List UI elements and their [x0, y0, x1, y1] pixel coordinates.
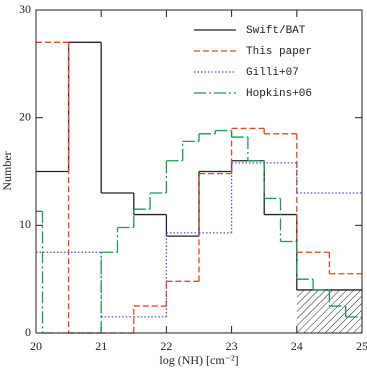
- x-tick-label: 20: [30, 339, 42, 353]
- x-tick-label: 23: [226, 339, 238, 353]
- legend-label: This paper: [246, 46, 312, 58]
- x-tick-label: 22: [160, 339, 172, 353]
- x-tick-label: 21: [95, 339, 107, 353]
- x-tick-label: 24: [291, 339, 303, 353]
- legend-label: Gilli+07: [246, 67, 299, 79]
- y-tick-label: 20: [19, 109, 31, 123]
- y-tick-label: 10: [19, 217, 31, 231]
- plot-frame: [35, 9, 363, 334]
- legend-label: Swift/BAT: [246, 25, 306, 37]
- x-tick-label: 25: [356, 339, 367, 353]
- y-tick-label: 30: [19, 2, 31, 16]
- y-tick-label: 0: [25, 325, 31, 339]
- legend-label: Hopkins+06: [246, 88, 312, 100]
- y-axis-label: Number: [0, 151, 14, 190]
- x-axis-label: log (NH) [cm⁻²]: [159, 353, 238, 367]
